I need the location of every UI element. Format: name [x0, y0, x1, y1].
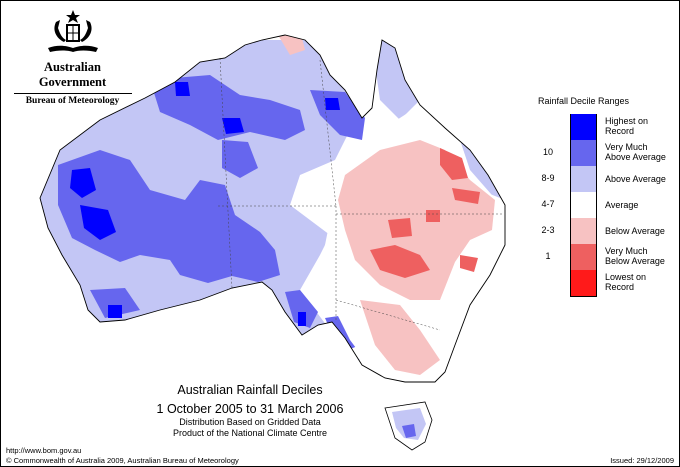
legend-swatch	[570, 192, 597, 218]
legend-range: 4-7	[541, 199, 555, 209]
legend-label: Lowest on Record	[605, 272, 647, 292]
very-much-above-average-region	[58, 150, 280, 283]
very-much-above-average-region	[310, 90, 365, 140]
tasmania-decile-region	[402, 424, 416, 438]
map-period: 1 October 2005 to 31 March 2006	[156, 402, 344, 416]
highest-on-record-region	[80, 205, 116, 240]
logo-divider	[13, 93, 132, 94]
legend-entry: Highest on Record	[530, 114, 670, 140]
very-much-below-average-region	[370, 245, 430, 278]
map-title-block: Australian Rainfall Deciles 1 October 20…	[100, 383, 400, 439]
legend-label: Very Much Below Average	[605, 246, 665, 266]
highest-on-record-region	[108, 305, 122, 318]
legend-range: 2-3	[541, 225, 555, 235]
highest-on-record-region	[298, 312, 306, 326]
very-much-below-average-region	[388, 218, 412, 238]
legend: Rainfall Decile Ranges Highest on Record …	[530, 96, 670, 297]
government-logo: Australian Government Bureau of Meteorol…	[10, 8, 135, 106]
very-much-below-average-region	[440, 148, 468, 180]
legend-label: Below Average	[605, 226, 665, 236]
legend-label: Very Much Above Average	[605, 142, 666, 162]
legend-range: 10	[542, 147, 553, 157]
legend-swatch	[570, 244, 597, 270]
commonwealth-coat-of-arms-icon	[47, 10, 98, 52]
australia-coastline	[39, 34, 506, 383]
legend-swatch	[570, 166, 597, 192]
state-borders	[218, 57, 502, 331]
legend-swatch	[570, 270, 597, 296]
bureau-name: Bureau of Meteorology	[25, 96, 120, 106]
bom-url-link[interactable]: http://www.bom.gov.au	[6, 446, 82, 455]
map-method-note: Distribution Based on Gridded Data	[179, 417, 321, 427]
legend-range: 8-9	[541, 173, 555, 183]
legend-entry: 2-3 Below Average	[530, 218, 670, 244]
legend-range: 1	[545, 251, 551, 261]
highest-on-record-region	[325, 98, 340, 110]
very-much-below-average-region	[460, 255, 478, 272]
very-much-above-average-region	[285, 290, 318, 328]
legend-swatch	[570, 114, 597, 140]
issued-date: Issued: 29/12/2009	[610, 456, 674, 465]
legend-swatch	[570, 218, 597, 244]
highest-on-record-region	[175, 82, 190, 96]
very-much-below-average-region	[452, 188, 480, 204]
copyright-notice: © Commonwealth of Australia 2009, Austra…	[6, 456, 239, 465]
legend-label: Above Average	[605, 174, 666, 184]
below-average-region	[360, 300, 440, 375]
very-much-above-average-region	[222, 140, 258, 178]
tasmania-decile-region	[392, 408, 426, 440]
map-producer-note: Product of the National Climate Centre	[172, 428, 328, 438]
legend-swatch	[570, 140, 597, 166]
legend-entry: 4-7 Average	[530, 192, 670, 218]
highest-on-record-region	[222, 118, 244, 134]
legend-label: Average	[605, 200, 639, 210]
legend-entry: 10 Very Much Above Average	[530, 140, 670, 166]
legend-entry: 1 Very Much Below Average	[530, 244, 670, 270]
legend-bottom-border	[570, 296, 597, 297]
very-much-below-average-region	[426, 210, 440, 222]
very-much-above-average-region	[90, 288, 140, 318]
map-title: Australian Rainfall Deciles	[177, 383, 323, 397]
highest-on-record-region	[70, 168, 96, 198]
legend-label: Highest on Record	[605, 116, 649, 136]
legend-entry: 8-9 Above Average	[530, 166, 670, 192]
legend-entry: Lowest on Record	[530, 270, 670, 296]
government-name: Australian Government	[38, 60, 107, 89]
legend-title: Rainfall Decile Ranges	[538, 96, 630, 106]
